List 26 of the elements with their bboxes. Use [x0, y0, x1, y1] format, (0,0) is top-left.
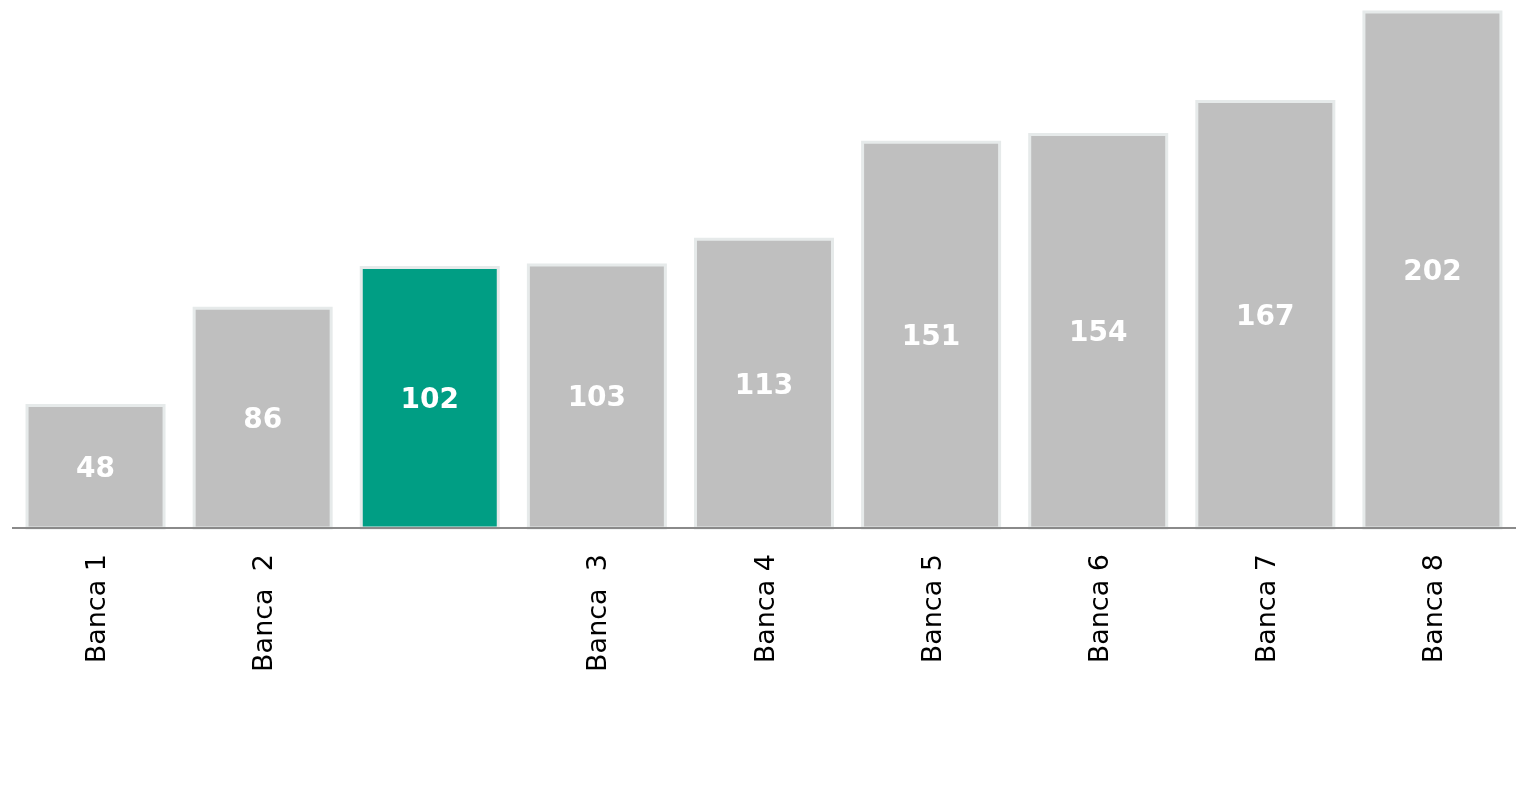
data-label: 102 [400, 381, 459, 415]
data-label: 167 [1236, 298, 1295, 332]
x-tick-label: Banca 5 [915, 554, 947, 664]
data-label: 151 [901, 319, 961, 353]
bar [192, 306, 333, 530]
bar [526, 263, 667, 530]
bar [861, 140, 1002, 530]
data-label: 103 [567, 380, 627, 414]
data-label: 113 [734, 367, 794, 401]
bar [25, 403, 166, 530]
x-tick-label: Banca 6 [1082, 554, 1114, 664]
bar [1195, 99, 1336, 530]
x-tick-label: Banca 2 [247, 554, 279, 672]
bar [693, 237, 834, 530]
bar [359, 265, 500, 530]
bar [1028, 133, 1169, 530]
x-tick-label: Banca 1 [80, 554, 112, 664]
x-tick-label: Banca 7 [1249, 554, 1281, 664]
data-label: 86 [243, 402, 283, 436]
x-tick-label: Banca 4 [748, 554, 780, 664]
data-label: 154 [1068, 315, 1128, 349]
x-tick-label: Banca 8 [1416, 554, 1448, 664]
data-label: 202 [1403, 253, 1462, 287]
data-label: 48 [76, 450, 116, 484]
x-tick-label: Banca 3 [581, 554, 613, 672]
bar [1362, 10, 1503, 530]
